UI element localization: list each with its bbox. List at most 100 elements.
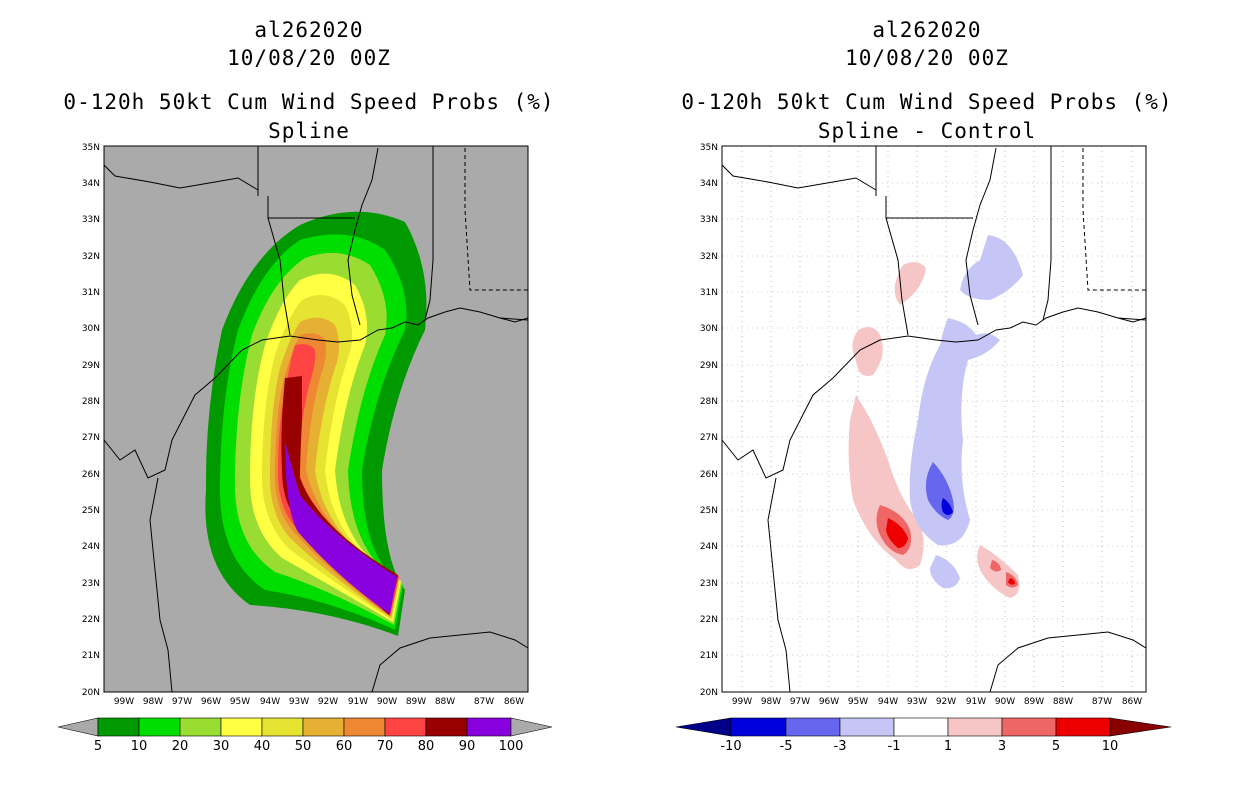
lat-label: 21N [82, 651, 100, 661]
colorbar-swatch [97, 717, 140, 737]
colorbar-label: 80 [418, 739, 435, 754]
lon-label: 96W [819, 697, 839, 707]
map-outlines [103, 146, 529, 693]
lat-label: 33N [82, 215, 100, 225]
lon-label: 89W [1024, 697, 1044, 707]
lat-axis: 35N 34N 33N 32N 31N 30N 29N 28N 27N 26N … [82, 143, 100, 698]
panel-subtitle: Spline - Control [817, 119, 1037, 143]
lat-label: 20N [82, 688, 100, 698]
colorbar-swatch [220, 717, 263, 737]
lon-label: 95W [230, 697, 250, 707]
lat-label: 33N [700, 215, 718, 225]
lon-label: 88W [435, 697, 455, 707]
state-border-north [103, 164, 259, 191]
mississippi-river [965, 147, 997, 326]
lon-label: 93W [289, 697, 309, 707]
product-title: 0-120h 50kt Cum Wind Speed Probs (%) [63, 90, 555, 114]
lon-label: 86W [504, 697, 524, 707]
florida-coast [499, 317, 529, 323]
colorbar-label: 30 [213, 739, 230, 754]
lon-label: 87W [1092, 697, 1112, 707]
lat-label: 20N [700, 688, 718, 698]
lon-label: 90W [995, 697, 1015, 707]
mississippi-river [347, 147, 379, 326]
lon-label: 94W [260, 697, 280, 707]
diff-pos-5-south [1008, 578, 1015, 585]
panel-subtitle: Spline [268, 119, 350, 143]
colorbar-swatch [839, 717, 895, 737]
lat-label: 25N [82, 506, 100, 516]
colorbar-label: 1 [944, 739, 952, 754]
colorbar-label: 5 [1052, 739, 1060, 754]
diff-pos-5-track [886, 518, 908, 548]
difference-contours [848, 235, 1023, 598]
lat-label: 30N [700, 324, 718, 334]
storm-id: al262020 [254, 18, 364, 42]
colorbar-swatch [893, 717, 949, 737]
yucatan-coast [989, 631, 1147, 693]
colorbar-left-low-end [57, 717, 99, 737]
lat-axis: 35N 34N 33N 32N 31N 30N 29N 28N 27N 26N … [700, 143, 718, 698]
yucatan-coast [371, 631, 529, 693]
colorbar-label: 20 [172, 739, 189, 754]
lat-label: 24N [700, 542, 718, 552]
lat-label: 27N [700, 433, 718, 443]
lat-label: 27N [82, 433, 100, 443]
lon-label: 97W [172, 697, 192, 707]
lon-label: 91W [348, 697, 368, 707]
lat-label: 28N [700, 397, 718, 407]
lat-label: 35N [700, 143, 718, 153]
colorbar-label: 100 [499, 739, 524, 754]
lon-label: 87W [474, 697, 494, 707]
diff-pos-1-coast [852, 326, 883, 376]
product-title: 0-120h 50kt Cum Wind Speed Probs (%) [681, 90, 1173, 114]
colorbar-label: -10 [720, 739, 741, 754]
lat-label: 23N [82, 579, 100, 589]
colorbar-label: 50 [295, 739, 312, 754]
lon-label: 92W [318, 697, 338, 707]
difference-map: 35N 34N 33N 32N 31N 30N 29N 28N 27N 26N … [675, 143, 1172, 754]
map-frame [721, 145, 1147, 693]
storm-id: al262020 [872, 18, 982, 42]
lat-label: 28N [82, 397, 100, 407]
contour-90 [285, 440, 397, 614]
colorbar-swatch [730, 717, 787, 737]
colorbar-label: 10 [131, 739, 148, 754]
lon-axis: 99W 98W 97W 96W 95W 94W 93W 92W 91W 90W … [732, 697, 1142, 707]
lat-label: 32N [82, 252, 100, 262]
lon-label: 95W [848, 697, 868, 707]
lat-label: 26N [82, 470, 100, 480]
colorbar-swatch [1001, 717, 1057, 737]
colorbar-left: 5 10 20 30 40 50 60 70 80 90 100 [57, 717, 553, 754]
colorbar-label: 60 [336, 739, 353, 754]
diff-neg-5 [941, 498, 953, 515]
lat-label: 21N [700, 651, 718, 661]
colorbar-swatch [1055, 717, 1111, 737]
lat-label: 34N [700, 179, 718, 189]
lat-label: 29N [700, 361, 718, 371]
lon-label: 99W [114, 697, 134, 707]
lat-label: 26N [700, 470, 718, 480]
probability-map: 35N 34N 33N 32N 31N 30N 29N 28N 27N 26N … [57, 143, 553, 754]
colorbar-swatch [425, 717, 468, 737]
lon-label: 92W [936, 697, 956, 707]
colorbar-label: -5 [780, 739, 793, 754]
contour-60 [275, 333, 399, 617]
lon-label: 93W [907, 697, 927, 707]
lat-label: 31N [82, 288, 100, 298]
lat-label: 32N [700, 252, 718, 262]
lat-label: 22N [700, 615, 718, 625]
colorbar-swatch [302, 717, 345, 737]
colorbar-label: -1 [888, 739, 901, 754]
lat-label: 25N [700, 506, 718, 516]
lat-label: 23N [700, 579, 718, 589]
gulf-coastline [721, 307, 1147, 479]
colorbar-label: 3 [998, 739, 1006, 754]
state-border-ms-al [424, 146, 434, 321]
florida-coast [1117, 317, 1147, 323]
colorbar-label: 40 [254, 739, 271, 754]
colorbar-swatch [138, 717, 181, 737]
datetime: 10/08/20 00Z [845, 46, 1009, 70]
datetime: 10/08/20 00Z [227, 46, 391, 70]
lat-label: 29N [82, 361, 100, 371]
